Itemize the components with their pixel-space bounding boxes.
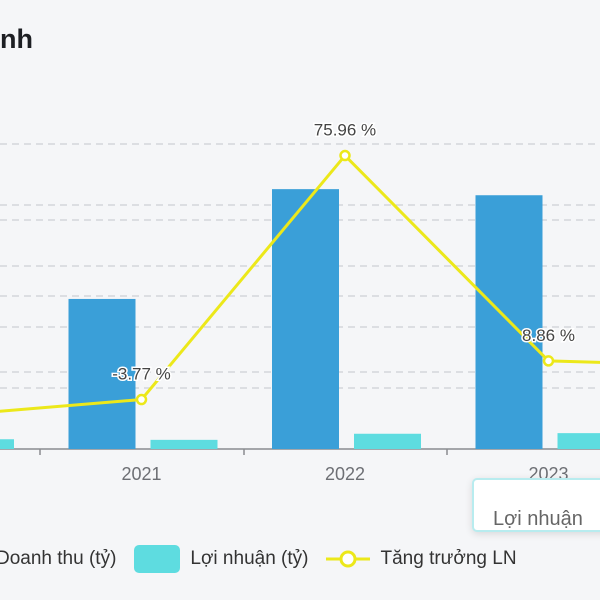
growth-data-label: 8.86 %	[522, 326, 575, 345]
combo-chart: 20202021202220232024-3.77 %75.96 %8.86 %	[0, 119, 600, 484]
legend-item-profit[interactable]: Lợi nhuận (tỷ)	[134, 545, 308, 573]
growth-point	[542, 355, 555, 367]
legend-label: Doanh thu (tỷ)	[0, 548, 117, 569]
profit-bar	[150, 439, 218, 449]
growth-point	[135, 393, 148, 406]
legend-item-revenue[interactable]: Doanh thu (tỷ)	[0, 548, 116, 570]
tooltip-text: Lợi nhuận	[493, 508, 583, 530]
legend-swatch	[134, 545, 181, 573]
revenue-bar	[68, 298, 136, 449]
x-tick-label: 2021	[121, 464, 161, 484]
legend-label: Lợi nhuận (tỷ)	[190, 548, 309, 569]
growth-data-label: -3.77 %	[112, 365, 171, 384]
legend-line-marker-icon	[326, 550, 371, 568]
legend: Doanh thu (tỷ) Lợi nhuận (tỷ) Tăng trưởn…	[0, 544, 535, 574]
profit-bar	[557, 433, 600, 449]
profit-bar	[0, 439, 14, 449]
legend-item-growth[interactable]: Tăng trưởng LN	[326, 548, 517, 570]
profit-bar	[354, 433, 421, 449]
x-tick-label: 2022	[325, 464, 365, 484]
revenue-bar	[272, 189, 339, 449]
tooltip: Lợi nhuận	[472, 478, 600, 532]
legend-label: Tăng trưởng LN	[380, 548, 517, 569]
growth-point	[339, 149, 351, 162]
growth-data-label: 75.96 %	[314, 121, 376, 140]
chart-title: nh	[0, 24, 33, 54]
